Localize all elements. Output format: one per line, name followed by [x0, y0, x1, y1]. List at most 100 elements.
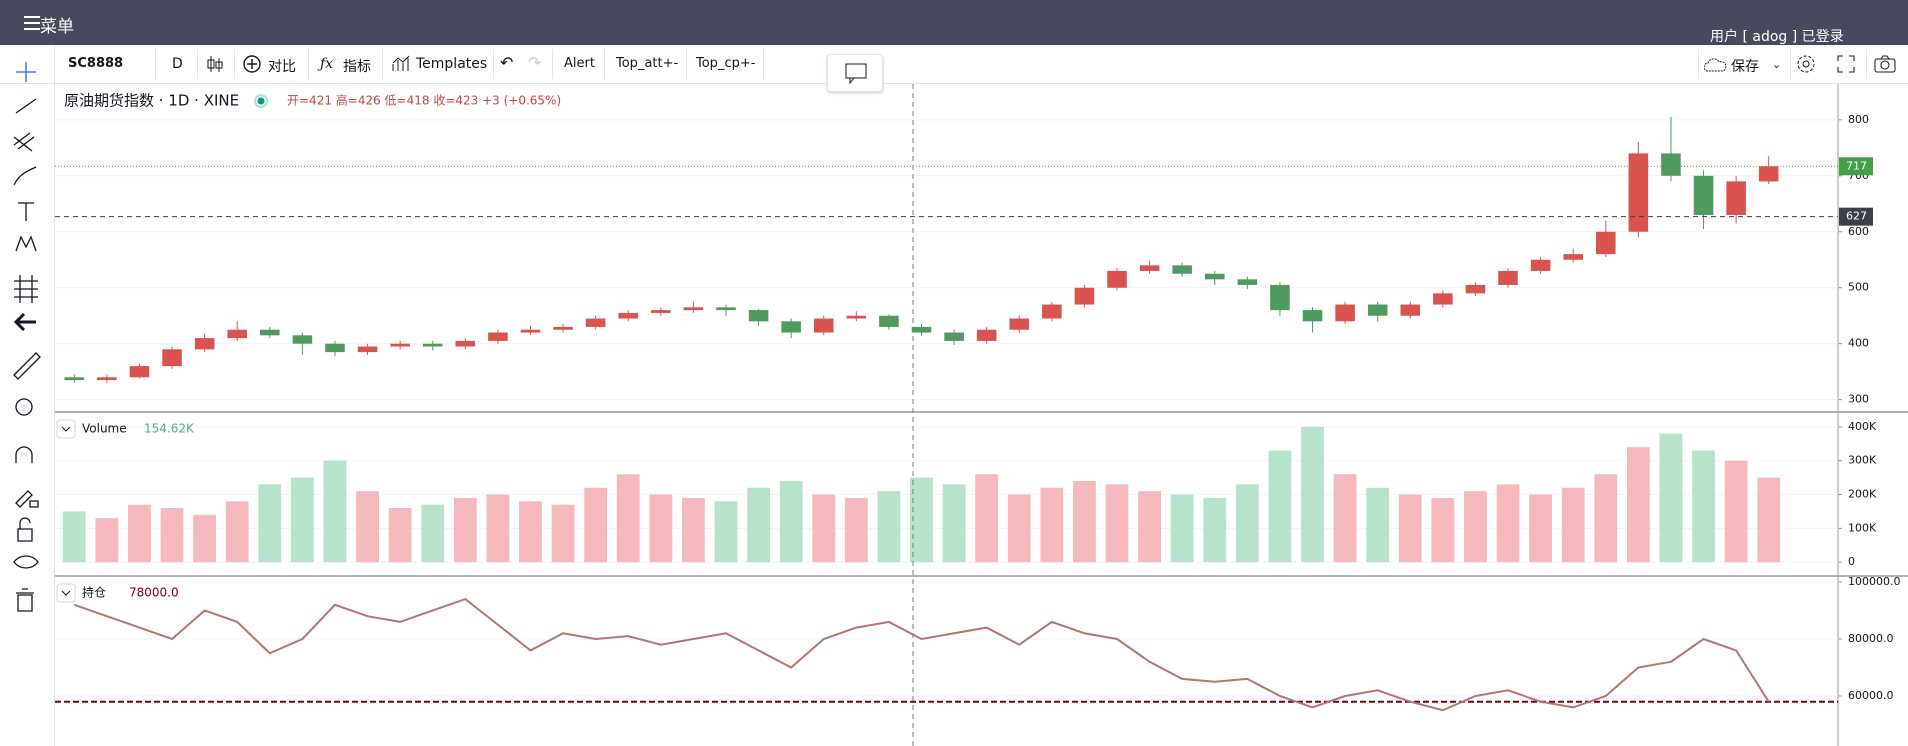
candle-body	[1465, 284, 1486, 294]
volume-bar	[1301, 426, 1324, 563]
volume-bar	[1692, 450, 1715, 563]
save[interactable]: 保存	[1731, 59, 1759, 75]
indicators[interactable]: 指标	[343, 59, 371, 75]
volume-bar	[616, 474, 640, 563]
templates-icon[interactable]	[392, 55, 412, 73]
volume-bar	[714, 501, 738, 563]
volume-bar	[1431, 497, 1455, 563]
redo[interactable]: ↷	[528, 53, 542, 72]
candle-body	[162, 349, 182, 367]
indicator-value: 78000.0	[129, 586, 179, 600]
candle-body	[64, 377, 85, 381]
candle-body	[260, 329, 280, 336]
volume-bar	[1464, 491, 1487, 563]
symbol[interactable]: SC8888	[68, 56, 124, 71]
cloud-icon[interactable]	[1704, 57, 1728, 73]
templates[interactable]: Templates	[416, 56, 488, 72]
interval[interactable]: D	[172, 56, 183, 72]
open-interest-line	[73, 597, 1770, 712]
volume-bar	[486, 494, 510, 563]
toolbar: SC8888 D 对比 ƒx 指标 Templates ↶ ↷ Alert To…	[0, 45, 1908, 92]
user-status: 用户 [ adog ] 已登录	[1710, 29, 1844, 45]
undo[interactable]: ↶	[500, 53, 514, 72]
text-tool[interactable]	[18, 202, 34, 221]
comment-button[interactable]	[827, 54, 883, 92]
candle-body	[357, 346, 378, 353]
top-bar: 菜单 用户 [ adog ] 已登录	[0, 0, 1908, 45]
compare-icon[interactable]	[242, 54, 262, 74]
save-menu[interactable]: ⌄	[1772, 58, 1782, 71]
volume-bar	[519, 501, 542, 563]
volume-bar	[649, 494, 673, 563]
crosshair-tool[interactable]	[16, 62, 36, 82]
chart-type-icon[interactable]	[206, 54, 224, 74]
delete-tool[interactable]	[16, 588, 34, 612]
y-tick-label: 800	[1848, 113, 1869, 126]
volume-bar	[1529, 494, 1553, 563]
volume-bar	[1626, 447, 1650, 563]
candle-body	[618, 312, 639, 319]
volume-bar	[910, 477, 933, 563]
lock-drawing-tool[interactable]	[15, 490, 39, 508]
volume-bar	[95, 518, 119, 563]
fullscreen-icon[interactable]	[1836, 54, 1856, 74]
top-cp[interactable]: Top_cp+-	[696, 56, 756, 71]
candle-body	[1107, 270, 1127, 288]
volume-bar	[551, 504, 575, 563]
volume-bar	[62, 511, 86, 563]
menu-icon[interactable]	[24, 15, 44, 31]
candle-body	[1530, 259, 1551, 271]
candle-body	[1628, 153, 1649, 232]
camera-icon[interactable]	[1874, 54, 1896, 74]
y-tick-label: 400K	[1848, 420, 1877, 433]
sep	[308, 49, 309, 79]
measure-lines-tool[interactable]	[14, 275, 38, 303]
collapse-button	[56, 419, 76, 439]
trendline-tool[interactable]	[15, 98, 37, 114]
settings-icon[interactable]	[1796, 54, 1816, 74]
candle-body	[1009, 318, 1030, 330]
indicator-name: Volume	[82, 422, 127, 436]
sep	[197, 49, 198, 79]
ohlc-legend: 开=421 高=426 低=418 收=423 +3 (+0.65%)	[287, 93, 561, 108]
candle-body	[1204, 273, 1225, 280]
sep	[1790, 49, 1791, 79]
fib-tool[interactable]	[13, 132, 35, 152]
sep	[552, 49, 553, 79]
candle-body	[553, 326, 573, 330]
alert[interactable]: Alert	[564, 56, 595, 71]
volume-bar	[1366, 487, 1390, 563]
volume-bar	[747, 487, 770, 563]
compare[interactable]: 对比	[268, 59, 296, 75]
sep	[763, 49, 764, 79]
zoom-tool[interactable]	[15, 398, 33, 416]
drawing-tools	[13, 62, 41, 612]
collapse-button	[56, 583, 76, 603]
candle-body	[194, 338, 215, 350]
y-tick-label: 600	[1848, 225, 1869, 238]
back-tool[interactable]	[13, 312, 36, 332]
candle-body	[455, 340, 476, 347]
brush-tool[interactable]	[13, 166, 37, 186]
ruler-tool[interactable]	[13, 352, 41, 380]
fx-icon[interactable]: ƒx	[320, 56, 334, 72]
visibility-tool[interactable]	[13, 555, 39, 569]
sep	[234, 49, 235, 79]
candle-body	[1042, 304, 1062, 319]
candle-body	[976, 329, 997, 341]
menu[interactable]: 菜单	[40, 17, 74, 37]
candle-body	[1367, 304, 1388, 316]
sep	[604, 49, 605, 79]
candle-body	[748, 310, 769, 322]
volume-bar	[193, 514, 217, 563]
volume-bar	[128, 504, 151, 563]
sep	[493, 49, 494, 79]
top-att[interactable]: Top_att+-	[616, 56, 679, 71]
pattern-tool[interactable]	[15, 235, 37, 252]
candle-body	[1693, 175, 1714, 215]
magnet-tool[interactable]	[15, 446, 33, 463]
lock-tool[interactable]	[17, 517, 33, 542]
volume-bar	[1659, 433, 1683, 563]
candle-body	[1172, 265, 1192, 274]
